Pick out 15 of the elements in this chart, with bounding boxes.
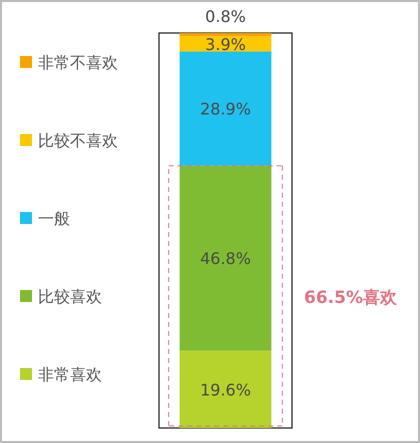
data-label: 19.6% xyxy=(200,380,251,400)
bar xyxy=(180,33,272,36)
data-label: 3.9% xyxy=(205,34,246,54)
legend-label: 非常不喜欢 xyxy=(38,53,118,72)
legend-label: 一般 xyxy=(38,209,70,228)
ref-line-label: 66.5%喜欢 xyxy=(304,288,398,308)
legend-label: 比较不喜欢 xyxy=(38,131,118,150)
bar xyxy=(180,52,272,166)
data-label: 46.8% xyxy=(200,249,251,268)
data-label: 0.8% xyxy=(205,6,246,26)
legend-label: 比较喜欢 xyxy=(38,287,102,306)
bar xyxy=(180,350,272,428)
bar xyxy=(180,166,272,351)
data-label: 28.9% xyxy=(200,100,251,119)
legend-label: 非常喜欢 xyxy=(38,365,102,384)
